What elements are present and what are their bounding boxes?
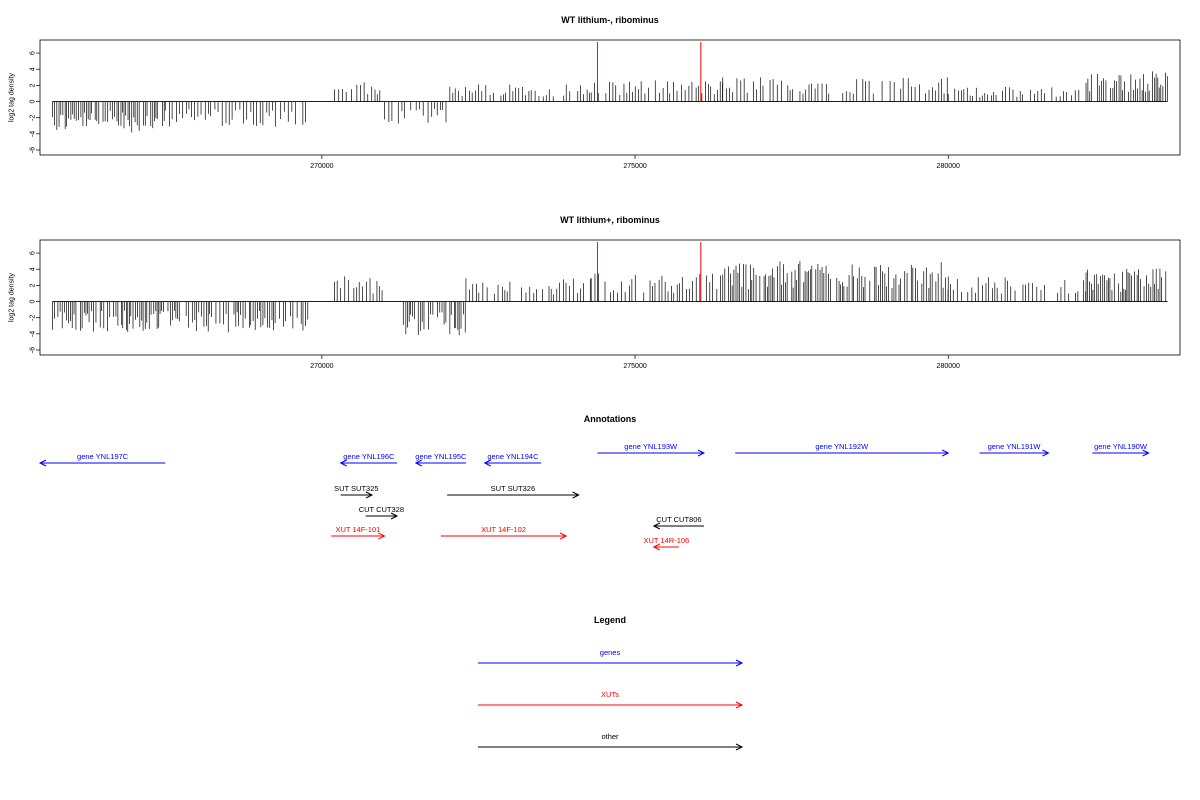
annotation-label: gene YNL190W [1094, 442, 1148, 451]
annotation-feature: gene YNL194C [483, 452, 542, 467]
annotation-feature: gene YNL191W [979, 442, 1050, 457]
arrowhead-icon [697, 449, 706, 457]
x-tick-label: 270000 [310, 363, 333, 370]
annotation-label: gene YNL195C [415, 452, 467, 461]
annotations-title: Annotations [584, 414, 637, 424]
y-tick-label: -6 [30, 147, 37, 153]
plot-frame [39, 39, 1181, 156]
annotation-feature: gene YNL196C [339, 452, 398, 467]
annotation-feature: gene YNL197C [38, 452, 166, 467]
annotations-track: Annotations gene YNL197C gene YNL196C gene … [38, 414, 1150, 551]
annotation-feature: XUT 14R-106 [644, 536, 690, 551]
x-tick-label: 280000 [937, 163, 960, 170]
arrowhead-icon [390, 512, 399, 520]
annotation-feature: XUT 14F-102 [440, 525, 568, 540]
y-tick-label: -4 [30, 331, 37, 337]
arrowhead-icon [652, 543, 661, 551]
annotation-feature: CUT CUT328 [359, 505, 404, 520]
annotation-feature: gene YNL195C [414, 452, 467, 467]
chart-title: WT lithium+, ribominus [560, 215, 660, 225]
arrowhead-icon [365, 491, 374, 499]
annotation-label: XUT 14R-106 [644, 536, 690, 545]
y-tick-label: 2 [30, 83, 37, 87]
y-tick-label: -2 [30, 114, 37, 120]
annotation-label: SUT SUT325 [334, 484, 378, 493]
y-tick-label: 6 [30, 251, 37, 255]
annotation-label: gene YNL196C [343, 452, 395, 461]
annotation-label: CUT CUT328 [359, 505, 404, 514]
y-tick-label: 4 [30, 267, 37, 271]
arrowhead-icon [1142, 449, 1150, 457]
arrowhead-icon [414, 459, 423, 467]
arrowhead-icon [652, 522, 661, 530]
annotation-label: gene YNL194C [487, 452, 539, 461]
y-tick-label: -6 [30, 347, 37, 353]
annotation-feature: SUT SUT325 [334, 484, 379, 499]
panel-lithium-plus: WT lithium+, ribominus -6 -4 -2 0 2 4 6 log2 tag… [9, 215, 1181, 370]
annotation-label: CUT CUT806 [656, 515, 701, 524]
x-tick-label: 280000 [937, 363, 960, 370]
arrowhead-icon [483, 459, 491, 467]
arrowhead-icon [735, 701, 744, 709]
legend-label: XUTs [601, 690, 619, 699]
annotation-feature: gene YNL193W [597, 442, 706, 457]
x-tick-label: 275000 [623, 363, 646, 370]
legend-title: Legend [594, 615, 626, 625]
arrowhead-icon [1042, 449, 1050, 457]
annotation-feature: CUT CUT806 [652, 515, 704, 530]
arrowhead-icon [572, 491, 580, 499]
y-tick-label: 4 [30, 67, 37, 71]
legend-label: genes [600, 648, 621, 657]
y-tick-label: 6 [30, 51, 37, 55]
arrowhead-icon [735, 743, 744, 751]
legend-item: other [478, 732, 744, 751]
y-axis-label: log2 tag density [9, 272, 16, 322]
y-tick-label: 0 [30, 299, 37, 303]
y-axis-label: log2 tag density [9, 72, 16, 122]
annotation-feature: SUT SUT326 [447, 484, 580, 499]
arrowhead-icon [942, 449, 950, 457]
annotation-label: XUT 14F-101 [335, 525, 380, 534]
legend-item: XUTs [478, 690, 744, 709]
arrowhead-icon [378, 532, 386, 540]
arrowhead-icon [339, 459, 347, 467]
annotation-label: gene YNL193W [624, 442, 678, 451]
annotation-label: gene YNL192W [815, 442, 869, 451]
legend-label: other [601, 732, 619, 741]
annotation-label: XUT 14F-102 [481, 525, 526, 534]
arrowhead-icon [38, 459, 47, 467]
legend: Legend genes XUTs other [478, 615, 744, 751]
chart-title: WT lithium-, ribominus [561, 15, 659, 25]
annotation-feature: gene YNL190W [1092, 442, 1150, 457]
y-tick-label: 2 [30, 283, 37, 287]
annotation-label: gene YNL197C [77, 452, 129, 461]
legend-item: genes [478, 648, 744, 667]
x-tick-label: 275000 [623, 163, 646, 170]
y-tick-label: -2 [30, 314, 37, 320]
y-tick-label: 0 [30, 99, 37, 103]
plot-frame [39, 239, 1181, 356]
panel-lithium-minus: WT lithium-, ribominus -6 -4 -2 0 2 4 6 log2 tag… [9, 15, 1181, 170]
y-tick-label: -4 [30, 131, 37, 137]
annotation-label: SUT SUT326 [491, 484, 535, 493]
annotation-feature: XUT 14F-101 [331, 525, 386, 540]
x-tick-label: 270000 [310, 163, 333, 170]
annotation-label: gene YNL191W [988, 442, 1042, 451]
arrowhead-icon [559, 532, 568, 540]
annotation-feature: gene YNL192W [735, 442, 950, 457]
arrowhead-icon [735, 659, 744, 667]
